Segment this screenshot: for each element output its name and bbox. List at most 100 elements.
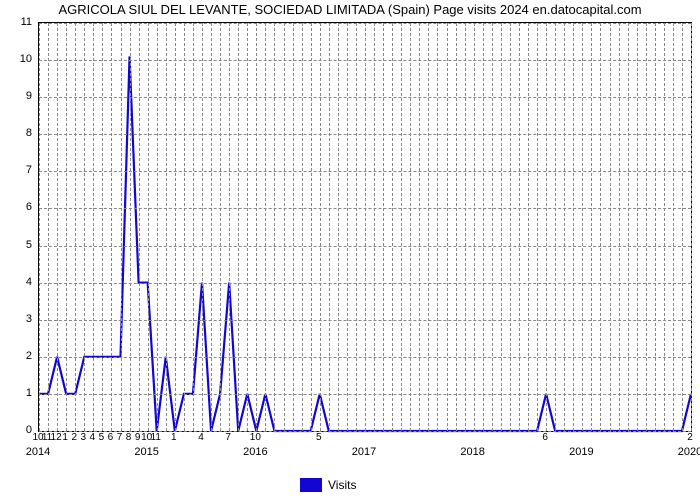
gridline-v (392, 23, 393, 431)
gridline-v (84, 23, 85, 431)
ytick-label: 0 (0, 424, 32, 436)
gridline-v (247, 23, 248, 431)
gridline-v (175, 23, 176, 431)
ytick-label: 2 (0, 350, 32, 362)
gridline-v (66, 23, 67, 431)
gridline-v (57, 23, 58, 431)
ytick-label: 6 (0, 201, 32, 213)
legend: Visits (300, 478, 356, 492)
xtick-year-label: 2016 (243, 446, 267, 458)
xtick-year-label: 2020 (678, 446, 700, 458)
gridline-v (682, 23, 683, 431)
gridline-v (75, 23, 76, 431)
xtick-year-label: 2015 (134, 446, 158, 458)
ytick-label: 11 (0, 16, 32, 28)
gridline-v (184, 23, 185, 431)
xtick-month-label: 5 (99, 432, 105, 443)
xtick-month-label: 2 (687, 432, 693, 443)
xtick-month-label: 5 (316, 432, 322, 443)
xtick-month-label: 6 (108, 432, 114, 443)
gridline-v (202, 23, 203, 431)
gridline-v (419, 23, 420, 431)
xtick-month-label: 4 (198, 432, 204, 443)
gridline-v (537, 23, 538, 431)
gridline-v (546, 23, 547, 431)
gridline-v (347, 23, 348, 431)
chart-container: AGRICOLA SIUL DEL LEVANTE, SOCIEDAD LIMI… (0, 0, 700, 500)
xtick-month-label: 1 (171, 432, 177, 443)
ytick-label: 10 (0, 53, 32, 65)
plot-area (38, 22, 692, 432)
gridline-v (619, 23, 620, 431)
gridline-v (329, 23, 330, 431)
gridline-v (600, 23, 601, 431)
xtick-month-label: 7 (117, 432, 123, 443)
gridline-v (93, 23, 94, 431)
xtick-month-label: 11 (151, 432, 161, 443)
gridline-v (456, 23, 457, 431)
gridline-v (229, 23, 230, 431)
gridline-v (365, 23, 366, 431)
gridline-v (646, 23, 647, 431)
gridline-v (356, 23, 357, 431)
gridline-v (401, 23, 402, 431)
ytick-label: 7 (0, 164, 32, 176)
gridline-v (483, 23, 484, 431)
gridline-v (510, 23, 511, 431)
gridline-v (465, 23, 466, 431)
gridline-v (628, 23, 629, 431)
gridline-v (166, 23, 167, 431)
gridline-v (637, 23, 638, 431)
gridline-v (139, 23, 140, 431)
xtick-year-label: 2014 (26, 446, 50, 458)
gridline-v (293, 23, 294, 431)
legend-swatch (300, 478, 322, 492)
gridline-v (311, 23, 312, 431)
xtick-month-label: 8 (126, 432, 132, 443)
gridline-v (374, 23, 375, 431)
gridline-v (274, 23, 275, 431)
xtick-year-label: 2019 (569, 446, 593, 458)
xtick-month-label: 3 (80, 432, 86, 443)
xtick-month-label: 10 (250, 432, 261, 443)
gridline-v (148, 23, 149, 431)
gridline-v (501, 23, 502, 431)
gridline-v (338, 23, 339, 431)
gridline-v (447, 23, 448, 431)
xtick-month-label: 6 (542, 432, 548, 443)
xtick-month-label: 9 (135, 432, 141, 443)
gridline-v (474, 23, 475, 431)
gridline-v (492, 23, 493, 431)
gridline-v (655, 23, 656, 431)
gridline-v (220, 23, 221, 431)
gridline-v (528, 23, 529, 431)
gridline-v (121, 23, 122, 431)
gridline-v (573, 23, 574, 431)
gridline-v (555, 23, 556, 431)
gridline-v (284, 23, 285, 431)
gridline-v (383, 23, 384, 431)
gridline-v (39, 23, 40, 431)
chart-title: AGRICOLA SIUL DEL LEVANTE, SOCIEDAD LIMI… (0, 2, 700, 17)
xtick-month-label: 7 (225, 432, 231, 443)
gridline-v (673, 23, 674, 431)
ytick-label: 3 (0, 313, 32, 325)
gridline-v (564, 23, 565, 431)
xtick-month-label: 4 (90, 432, 96, 443)
ytick-label: 1 (0, 387, 32, 399)
xtick-month-label: 2 (71, 432, 77, 443)
gridline-v (238, 23, 239, 431)
gridline-v (211, 23, 212, 431)
gridline-v (591, 23, 592, 431)
gridline-v (691, 23, 692, 431)
xtick-month-label: 12 (51, 432, 62, 443)
gridline-v (610, 23, 611, 431)
gridline-v (48, 23, 49, 431)
xtick-year-label: 2018 (460, 446, 484, 458)
ytick-label: 8 (0, 127, 32, 139)
gridline-v (256, 23, 257, 431)
gridline-v (157, 23, 158, 431)
ytick-label: 9 (0, 90, 32, 102)
gridline-v (265, 23, 266, 431)
gridline-v (437, 23, 438, 431)
